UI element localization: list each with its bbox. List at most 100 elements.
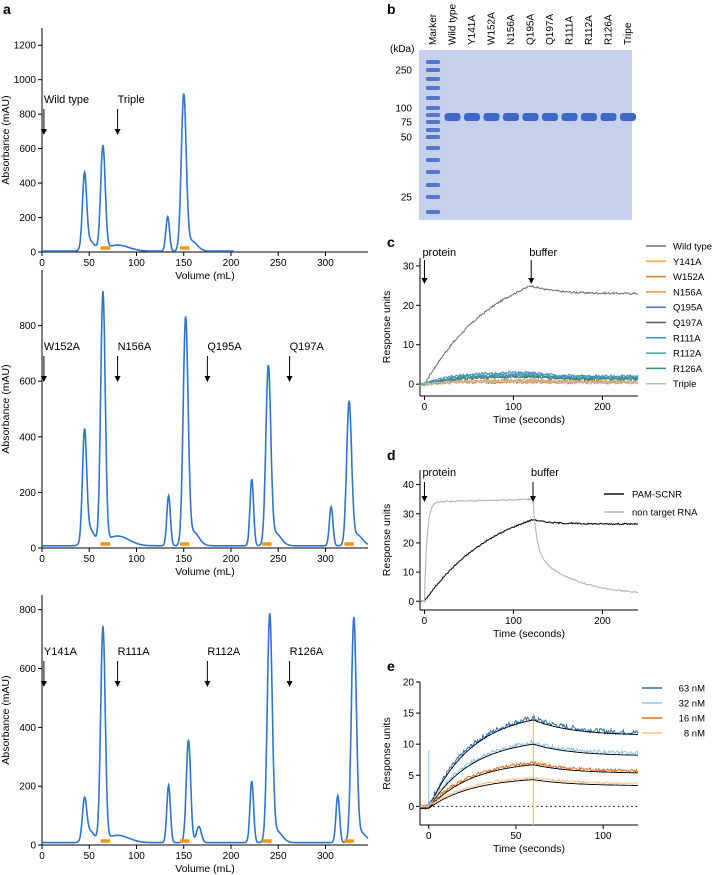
annotation-label: Y141A (44, 646, 78, 658)
protein-band (581, 113, 597, 121)
y-tick-label: 0 (408, 802, 414, 813)
fit-curve (420, 719, 639, 809)
annotation-arrow-head (114, 681, 121, 687)
lane-label: R112A (584, 15, 595, 45)
legend-label: Q197A (673, 318, 703, 329)
sensorgram-line (419, 379, 639, 387)
protein-band (561, 113, 578, 121)
lane-label: R111A (565, 16, 576, 45)
sensorgram-line (419, 284, 639, 387)
lane-label: Y141A (467, 15, 478, 45)
y-tick-label: 1000 (14, 75, 37, 86)
sensorgram-line (419, 373, 639, 386)
y-tick-label: 40 (403, 480, 415, 491)
y-tick-label: 5 (408, 771, 414, 782)
x-axis-label: Time (seconds) (493, 628, 565, 640)
x-tick-label: 100 (128, 554, 145, 565)
x-tick-label: 50 (84, 851, 96, 862)
x-tick-label: 0 (426, 831, 432, 842)
annotation-label: W152A (44, 341, 81, 353)
y-tick-label: 10 (403, 340, 415, 351)
y-tick-label: 200 (19, 213, 36, 224)
y-tick-label: 600 (19, 144, 36, 155)
marker-band (426, 120, 440, 124)
y-tick-label: 20 (403, 538, 415, 549)
annotation-label: buffer (529, 247, 557, 259)
legend-label: R111A (673, 333, 701, 344)
annotation-arrow-head (40, 129, 47, 135)
legend-label: R126A (673, 364, 703, 375)
lane-label: Marker (428, 13, 439, 45)
x-tick-label: 200 (594, 616, 611, 627)
y-tick-label: 15 (403, 709, 415, 720)
x-tick-label: 250 (270, 851, 287, 862)
lane-label: Tripe (623, 22, 634, 45)
panel-label-a: a (3, 1, 11, 17)
y-tick-label: 0 (30, 544, 36, 555)
marker-band (426, 146, 440, 150)
annotation-arrow-head (528, 278, 535, 284)
annotation-label: R112A (207, 646, 240, 658)
annotation-arrow-head (40, 376, 47, 382)
annotation-arrow-head (40, 681, 47, 687)
y-tick-label: 20 (403, 301, 415, 312)
chromatogram-trace (42, 93, 234, 252)
y-tick-label: 600 (19, 664, 36, 675)
annotation-arrow-head (204, 681, 211, 687)
x-tick-label: 100 (505, 402, 522, 413)
y-tick-label: 800 (19, 110, 36, 121)
sensorgram-line (419, 714, 639, 811)
y-tick-label: 800 (19, 605, 36, 616)
annotation-arrow-head (204, 376, 211, 382)
x-tick-label: 100 (128, 258, 145, 269)
panel-label-e: e (387, 658, 395, 674)
y-axis-label: Absorbance (mAU) (0, 364, 12, 453)
chart-c: 0 100 200 0 10 20 30 Time (seconds) Response uni… (381, 234, 712, 426)
marker-band (426, 183, 440, 187)
marker-kda-label: 75 (401, 118, 413, 129)
legend-label: Q195A (673, 303, 703, 314)
annotation-arrow-head (421, 496, 428, 502)
x-tick-label: 300 (317, 554, 334, 565)
legend-label: N156A (673, 287, 703, 298)
sensorgram-line (419, 377, 639, 387)
chart-e: 0 50 100 0 5 10 15 20 Time (seconds) Response uni… (381, 658, 705, 855)
x-tick-label: 0 (39, 554, 45, 565)
y-tick-label: 400 (19, 723, 36, 734)
x-axis-label: Time (seconds) (493, 414, 565, 426)
annotation-label: R126A (290, 646, 324, 658)
annotation-label: protein (422, 247, 456, 259)
x-tick-label: 50 (84, 258, 96, 269)
protein-band (464, 113, 480, 121)
sensorgram-line (419, 776, 639, 809)
x-tick-label: 200 (223, 851, 240, 862)
legend-label: 8 nM (684, 729, 705, 740)
marker-band (426, 113, 440, 117)
x-tick-label: 200 (594, 402, 611, 413)
sensorgram-line (419, 518, 639, 603)
annotation-arrow-head (114, 129, 121, 135)
protein-band (620, 113, 636, 121)
x-tick-label: 100 (595, 831, 612, 842)
x-tick-label: 50 (510, 831, 522, 842)
legend-label: Wild type (673, 242, 712, 253)
lane-label: N156A (506, 14, 517, 45)
fit-curve (420, 743, 638, 809)
x-tick-label: 300 (317, 258, 334, 269)
marker-band (426, 96, 440, 100)
marker-kda-label: 50 (401, 133, 413, 144)
lane-label: Q197A (545, 14, 556, 45)
sensorgram-line (419, 739, 639, 810)
y-tick-label: 0 (408, 597, 414, 608)
fit-curve (420, 779, 638, 809)
fit-curve (420, 764, 638, 809)
annotation-arrow-head (114, 376, 121, 382)
x-tick-label: 150 (175, 258, 192, 269)
y-tick-label: 200 (19, 488, 36, 499)
protein-band (503, 113, 519, 121)
x-tick-label: 0 (39, 851, 45, 862)
sensorgram-line (419, 497, 639, 603)
y-axis-label: Absorbance (mAU) (0, 675, 12, 764)
x-tick-label: 0 (422, 616, 428, 627)
x-tick-label: 150 (175, 554, 192, 565)
